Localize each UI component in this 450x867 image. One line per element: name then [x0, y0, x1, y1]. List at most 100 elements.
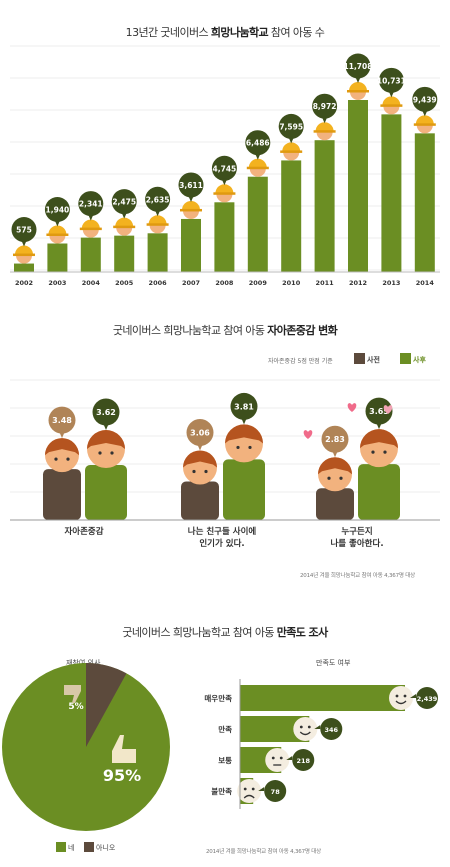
- value-bubble: [345, 53, 371, 79]
- category-label: 나를 좋아한다.: [330, 538, 383, 549]
- bubble-tail: [421, 109, 428, 117]
- eye: [110, 451, 114, 455]
- eye: [307, 725, 311, 729]
- thumbs-up-icon: [112, 735, 136, 763]
- scale-note: 자아존중감 5점 만점 기준: [268, 358, 333, 365]
- child-hair: [183, 450, 217, 468]
- bubble-tail: [197, 443, 203, 451]
- bubble-tail: [321, 116, 328, 124]
- bar: [348, 100, 368, 272]
- helmet-brim: [13, 253, 35, 257]
- eye: [395, 694, 399, 698]
- face-icon: [389, 686, 413, 710]
- value-bubble: [321, 425, 349, 453]
- bar: [14, 263, 34, 272]
- bubble-tail: [103, 423, 109, 431]
- helmet: [115, 217, 134, 227]
- data-label: 575: [16, 226, 32, 235]
- legend-after-swatch: [400, 353, 411, 364]
- helmet: [248, 158, 267, 168]
- face-icon: [237, 779, 262, 803]
- value-bubble: [48, 406, 76, 434]
- value-bubble: [292, 749, 315, 771]
- bubble-tail: [87, 213, 94, 221]
- bubble-tail: [241, 417, 247, 425]
- category-label: 보통: [218, 756, 232, 765]
- bubble-tail: [332, 450, 338, 458]
- eye: [248, 445, 252, 450]
- x-tick-label: 2004: [82, 279, 101, 287]
- data-label: 3,611: [179, 181, 203, 190]
- helmet: [215, 184, 234, 194]
- value-bubble: [365, 397, 393, 425]
- bubble-tail: [258, 787, 265, 791]
- x-tick-label: 2005: [115, 279, 134, 287]
- bubble-tail: [154, 209, 161, 217]
- eye: [66, 457, 70, 461]
- face-icon: [265, 748, 290, 772]
- data-label: 7,595: [279, 122, 303, 131]
- bar: [281, 160, 302, 272]
- face-icon: [293, 717, 318, 741]
- value-bubble: [211, 155, 237, 181]
- data-label: 218: [296, 757, 310, 765]
- helmet-brim: [46, 233, 69, 236]
- eye: [236, 445, 240, 450]
- bar: [314, 140, 335, 272]
- data-label: 78: [271, 788, 281, 796]
- bar: [381, 114, 402, 272]
- data-label: 1,940: [46, 205, 70, 214]
- category-label: 불만족: [211, 786, 232, 796]
- pie-slice-no: [86, 663, 127, 747]
- child-hair: [225, 424, 263, 444]
- heart-icon: [347, 403, 357, 412]
- bar-before: [43, 469, 81, 520]
- data-label: 2,635: [146, 195, 170, 204]
- data-label: 6,486: [246, 139, 270, 148]
- x-tick-label: 2007: [182, 279, 200, 287]
- eye: [192, 469, 196, 474]
- data-label: 10,731: [377, 76, 406, 85]
- value-bubble: [230, 392, 258, 420]
- child-hair: [318, 457, 352, 475]
- bar: [80, 237, 101, 272]
- helmet: [48, 225, 67, 235]
- eye: [403, 694, 407, 698]
- satisfaction-charts: 95% 5% 매우만족 2,439 만족 346 보통 218 불만족 78: [2, 663, 438, 831]
- pie-title: 재참여 의사: [66, 659, 101, 667]
- bubble-tail: [54, 219, 61, 227]
- bubble-tail: [254, 152, 261, 160]
- category-label: 만족: [218, 724, 232, 734]
- mouth: [243, 794, 255, 799]
- bubble-tail: [376, 422, 382, 430]
- eye: [271, 756, 275, 760]
- participants-bar-chart: 575 2002 1,940 2003 2,341 2004 2,475 2005 2,635 2…: [10, 45, 440, 287]
- helmet-brim: [146, 223, 169, 226]
- value-bubble: [278, 113, 304, 139]
- value-bubble: [245, 130, 271, 156]
- category-label: 누구든지: [341, 526, 372, 537]
- legend-yes-swatch: [56, 842, 66, 852]
- helmet-brim: [113, 225, 136, 229]
- eye: [243, 787, 247, 791]
- legend-before-swatch: [354, 353, 365, 364]
- bubble-tail: [188, 194, 194, 202]
- category-label: 인기가 있다.: [199, 538, 244, 549]
- eye: [383, 450, 387, 454]
- helmet: [382, 96, 401, 106]
- helmet: [415, 115, 434, 125]
- helmet: [349, 82, 367, 91]
- value-bubble: [178, 172, 204, 198]
- bar: [247, 176, 268, 272]
- helmet-brim: [280, 150, 303, 153]
- data-label: 4,745: [213, 164, 237, 173]
- value-bubble: [111, 189, 137, 215]
- chart3-title: 굿네이버스 희망나눔학교 참여 아동 만족도 조사: [122, 626, 328, 639]
- child-hair: [45, 438, 79, 456]
- data-label: 2,439: [417, 695, 438, 703]
- helmet-brim: [213, 192, 236, 195]
- x-tick-label: 2003: [48, 279, 66, 287]
- value-bubble: [312, 93, 338, 119]
- bar: [114, 235, 135, 272]
- helmet: [148, 215, 167, 225]
